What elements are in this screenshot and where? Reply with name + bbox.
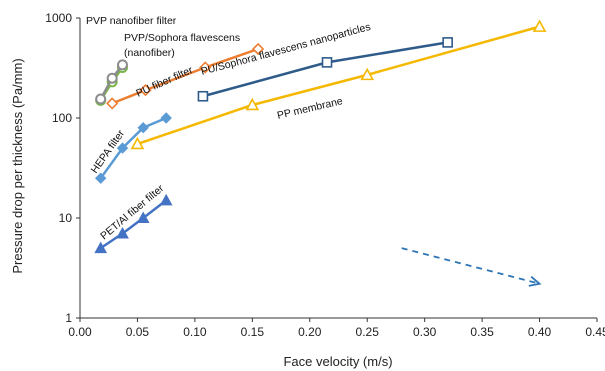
data-point [116,226,129,239]
annotation-pu-fiber: PU fiber filter [134,64,195,100]
data-point [532,19,547,32]
annotation-pp-membrane: PP membrane [276,95,344,122]
data-point [94,241,108,254]
data-point [130,136,145,150]
annotation-pet-al: PET/Al fiber filter [98,182,166,242]
trend-arrow-shaft [401,247,540,285]
data-point [117,59,129,71]
series-5 [94,112,172,184]
x-tick-label: 0.10 [183,325,207,339]
data-point [106,97,119,110]
y-axis-title: Pressure drop per thickness (Pa/mm) [10,58,25,273]
data-point [94,172,107,184]
series-1 [95,59,129,105]
x-axis-title: Face velocity (m/s) [283,354,392,369]
series-line [99,199,167,250]
series-line [202,41,448,98]
x-tick-label: 0.00 [68,325,92,339]
data-point [106,72,118,84]
data-point [245,97,260,111]
series-2 [106,42,265,110]
x-tick-label: 0.35 [470,325,494,339]
y-tick-label: 1000 [45,11,72,25]
x-ticks: 0.00 0.05 0.10 0.15 0.20 0.25 0.30 0.35 0.40 0.45 [68,318,605,339]
annotation-pvp-nanofiber: PVP nanofiber filter [86,15,177,27]
x-tick-label: 0.15 [241,325,265,339]
trend-arrow-head [528,275,542,287]
x-tick-label: 0.40 [528,325,552,339]
data-point [197,90,209,102]
data-point [95,93,107,105]
annotation-pu-sophora: PU/Sophora flavescens nanoparticles [200,21,372,78]
series-3 [197,37,453,102]
series-4 [130,19,547,150]
series-line [137,25,540,146]
trend-arrow [401,247,542,287]
axes [79,18,597,319]
x-tick-label: 0.05 [126,325,150,339]
x-tick-label: 0.25 [356,325,380,339]
data-point [160,112,172,124]
data-point [199,61,212,74]
data-point [159,193,173,206]
series-layer [94,19,547,254]
data-point [136,211,150,223]
y-tick-label: 100 [52,111,72,125]
data-point [137,121,149,134]
x-tick-label: 0.20 [298,325,322,339]
annotations: PVP nanofiber filter PVP/Sophora flavesc… [86,15,372,242]
series-line [99,116,167,179]
x-tick-label: 0.30 [413,325,437,339]
annotation-pvp-sophora: PVP/Sophora flavescens [124,32,240,44]
data-point [116,142,129,154]
x-tick-label: 0.45 [585,325,605,339]
data-point [321,57,333,68]
annotation-pvp-sophora-nanofiber: (nanofiber) [124,47,175,59]
y-ticks: 1 10 100 1000 [45,11,80,325]
data-point [442,37,453,48]
data-point [360,67,375,81]
series-line [111,47,259,105]
data-point [251,42,265,56]
data-point [139,83,152,97]
y-tick-label: 10 [59,211,73,225]
y-tick-label: 1 [65,311,72,325]
series-6 [94,193,173,254]
